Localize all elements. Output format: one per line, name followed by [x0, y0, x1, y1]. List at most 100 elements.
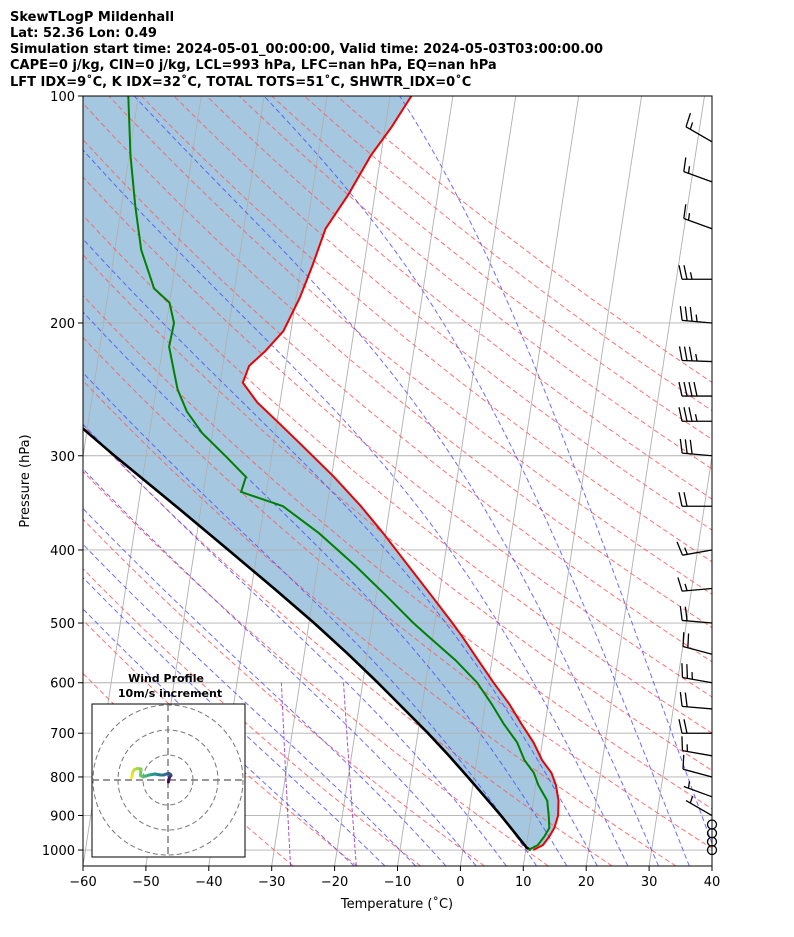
wind-barb	[676, 541, 713, 556]
y-axis-ticks: 100 200 300 400 500 600 700 800 900 1000	[42, 90, 83, 859]
wind-barb-half-feather	[687, 166, 691, 174]
parcel-path-line	[83, 426, 532, 852]
dry-adiabat-line	[303, 96, 712, 412]
chart-title-block: SkewTLogP Mildenhall Lat: 52.36 Lon: 0.4…	[10, 10, 603, 90]
y-tick-label: 800	[50, 771, 75, 786]
isotherm-line	[711, 863, 712, 866]
wind-barb	[706, 819, 718, 830]
isotherm-line	[459, 96, 580, 866]
wind-barb-half-feather	[689, 272, 693, 280]
x-tick-label: −20	[321, 875, 348, 890]
y-tick-label: 100	[50, 90, 75, 105]
wind-barb-feather	[683, 492, 688, 507]
y-tick-label: 1000	[42, 844, 75, 859]
dry-adiabat-line	[206, 96, 712, 500]
wind-barb-feather	[688, 346, 693, 361]
x-tick-label: 30	[641, 875, 658, 890]
x-tick-label: −50	[132, 875, 159, 890]
wind-barb	[679, 606, 713, 624]
x-tick-label: 0	[456, 875, 464, 890]
dewpoint-line	[127, 96, 551, 851]
wind-barb-feather	[676, 541, 684, 556]
dry-adiabat-line	[173, 96, 712, 531]
y-tick-label: 600	[50, 677, 75, 692]
wind-barb	[678, 265, 712, 280]
wind-barb	[679, 692, 713, 710]
wind-barb	[682, 632, 713, 655]
y-tick-label: 500	[50, 617, 75, 632]
wind-barb-feather	[679, 306, 683, 321]
wind-barb	[679, 306, 713, 324]
dry-adiabat-line	[271, 96, 712, 440]
wind-barb	[683, 781, 713, 798]
wind-barb-feather	[683, 204, 687, 219]
x-tick-label: −40	[195, 875, 222, 890]
y-tick-label: 700	[50, 727, 75, 742]
wind-barb	[682, 754, 713, 778]
y-tick-label: 200	[50, 317, 75, 332]
mixing-ratio-line	[280, 682, 292, 866]
calm-wind-circle	[706, 819, 718, 830]
chart-title-station: SkewTLogP Mildenhall	[10, 10, 174, 25]
isotherm-line	[334, 96, 454, 866]
wind-barb-feather	[678, 492, 683, 507]
dry-adiabat-line	[83, 568, 422, 866]
x-tick-label: −30	[258, 875, 285, 890]
moist-adiabat-line	[83, 543, 416, 866]
wind-barb-feather	[684, 306, 688, 321]
dry-adiabat-line	[108, 96, 712, 595]
dry-adiabat-line	[336, 96, 712, 383]
wind-barb	[681, 736, 713, 757]
wind-barb-half-feather	[694, 414, 698, 422]
dry-adiabat-line	[83, 102, 712, 629]
dry-adiabat-line	[83, 214, 712, 734]
wind-barb-feather	[683, 346, 688, 361]
isotherm-line	[271, 96, 391, 866]
hodograph-segment	[130, 775, 134, 779]
wind-barb-feather	[683, 157, 687, 172]
wind-barb-half-feather	[684, 547, 688, 555]
wind-barb-feather	[693, 381, 698, 397]
wind-barb	[678, 407, 712, 422]
dry-adiabat-line	[83, 176, 712, 698]
wind-barb-feather	[684, 606, 688, 621]
wind-barb-feather	[679, 692, 683, 707]
moist-adiabat-line	[133, 96, 659, 866]
calm-wind-circle	[706, 844, 718, 856]
wind-barb-half-feather	[684, 583, 688, 591]
isotherm-line	[83, 96, 139, 460]
mixing-ratio-line	[343, 682, 357, 866]
wind-barb	[683, 157, 713, 183]
wind-barb-feather	[678, 719, 683, 734]
moist-adiabat-line	[83, 608, 355, 866]
wind-barb-feather	[681, 663, 684, 678]
wind-barb-feather	[685, 112, 692, 127]
wind-barb-half-feather	[689, 796, 694, 804]
isotherm-line	[522, 96, 643, 866]
dry-adiabat-line	[141, 96, 712, 563]
wind-barb-feather	[683, 381, 688, 397]
wind-barb	[678, 719, 712, 734]
chart-title-times: Simulation start time: 2024-05-01_00:00:…	[10, 42, 603, 57]
inset-title: Wind Profile	[128, 672, 204, 685]
sounding-profiles	[83, 96, 560, 852]
wind-barb-feather	[677, 577, 683, 592]
x-tick-label: 20	[578, 875, 595, 890]
wind-barb-shaft	[682, 768, 713, 778]
moist-adiabat-line	[83, 149, 629, 866]
dry-adiabat-line	[83, 336, 712, 850]
wind-barb-feather	[679, 606, 683, 621]
cape-cin-shading	[83, 96, 559, 850]
wind-barb	[678, 492, 712, 507]
wind-barb-half-feather	[687, 781, 691, 789]
wind-barb-feather	[681, 736, 684, 751]
chart-title-cape: CAPE=0 j/kg, CIN=0 j/kg, LCL=993 hPa, LF…	[10, 58, 497, 73]
wind-barb	[683, 204, 713, 230]
x-tick-label: −10	[384, 875, 411, 890]
moist-adiabat-line	[83, 507, 447, 866]
cin-area-fill	[83, 96, 559, 850]
wind-barb	[678, 346, 713, 363]
wind-barb	[679, 438, 713, 457]
isotherm-line	[0, 96, 13, 866]
